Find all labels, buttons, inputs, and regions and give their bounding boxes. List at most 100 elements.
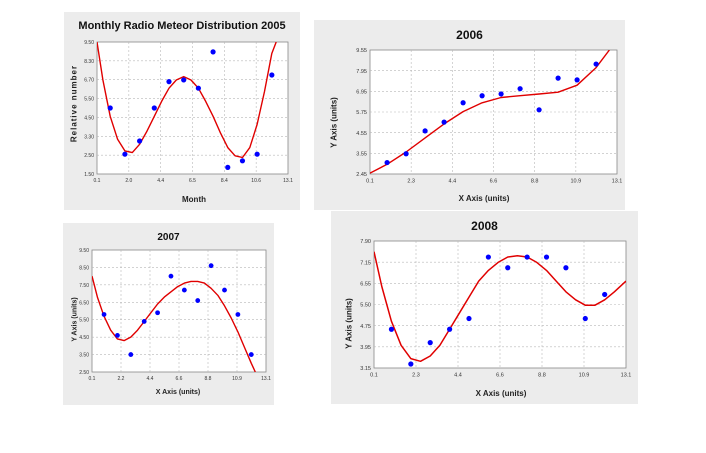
- data-point: [225, 164, 231, 170]
- chart-2008: 0.1 2.3 4.4 6.6 8.8 10.9 13.1 7.90 7.15 6.55 5.50 4…: [360, 239, 632, 379]
- x-tick-label: 2.0: [125, 178, 132, 184]
- data-point: [151, 105, 157, 111]
- x-tick-label: 4.4: [157, 178, 164, 184]
- x-tick-label: 10.9: [579, 373, 590, 379]
- x-tick-label: 6.6: [176, 376, 183, 382]
- chart-2006: 0.1 2.3 4.4 6.6 8.8 10.9 13.1 9.55 7.95 6.95 5.75 4…: [356, 48, 623, 185]
- y-tick-label: 9.55: [356, 48, 367, 54]
- data-point: [427, 340, 433, 346]
- x-axis-label: X Axis (units): [458, 194, 510, 203]
- x-tick-label: 2.3: [407, 179, 415, 185]
- data-point: [128, 352, 134, 357]
- x-tick-label: 0.1: [366, 179, 374, 185]
- data-point: [210, 49, 216, 55]
- y-axis-label: Relative number: [69, 64, 79, 143]
- fit-curve: [370, 50, 610, 174]
- data-point: [441, 119, 447, 125]
- data-point: [141, 319, 147, 324]
- data-point: [460, 100, 466, 106]
- y-tick-label: 6.95: [356, 90, 367, 96]
- y-tick-label: 4.75: [360, 324, 371, 330]
- data-point: [137, 138, 143, 144]
- data-point: [208, 263, 214, 269]
- data-point: [195, 298, 201, 303]
- y-tick-label: 3.55: [356, 152, 367, 158]
- x-axis-label: X Axis (units): [475, 389, 527, 398]
- chart-2005: 0.1 2.0 4.4 6.5 8.4 10.6 13.1 9.50 8.30 6.70 5.50 4…: [84, 40, 293, 184]
- data-point: [555, 75, 561, 81]
- x-axis-label: X Axis (units): [155, 389, 201, 396]
- data-point: [447, 326, 453, 332]
- y-tick-label: 5.50: [79, 318, 89, 324]
- data-point: [168, 273, 174, 279]
- fit-curve: [374, 251, 626, 363]
- y-tick-label: 9.50: [84, 40, 94, 46]
- data-point: [254, 151, 260, 157]
- data-point: [269, 72, 275, 78]
- x-tick-label: 10.9: [570, 179, 581, 185]
- y-tick-label: 8.50: [79, 265, 89, 271]
- y-tick-label: 2.45: [356, 172, 367, 178]
- data-point: [122, 151, 128, 157]
- y-tick-label: 5.75: [356, 110, 367, 116]
- data-point: [498, 91, 504, 97]
- x-tick-label: 6.6: [490, 179, 498, 185]
- chart-panel-2005: Monthly Radio Meteor Distribution 2005 0…: [64, 12, 300, 210]
- data-point: [101, 312, 107, 317]
- x-tick-label: 10.9: [232, 376, 242, 382]
- chart-panel-2008: 2008 0.1 2.3 4.4 6.6 8.8 10.9 13.1 7.90 7.15 6.55…: [331, 211, 638, 404]
- x-tick-label: 13.1: [621, 373, 632, 379]
- y-tick-label: 2.50: [79, 370, 89, 376]
- x-tick-label: 0.1: [89, 376, 96, 382]
- data-point: [235, 312, 241, 317]
- y-tick-label: 8.30: [84, 59, 94, 65]
- data-point: [222, 287, 227, 293]
- y-tick-label: 1.50: [84, 172, 94, 178]
- data-point: [593, 61, 599, 67]
- data-point: [248, 352, 254, 357]
- data-point: [479, 93, 485, 99]
- data-point: [422, 128, 428, 134]
- y-tick-label: 3.30: [84, 134, 94, 140]
- data-point: [107, 105, 113, 111]
- y-tick-label: 7.15: [360, 260, 371, 266]
- data-point: [384, 159, 390, 166]
- y-tick-label: 7.90: [360, 239, 371, 245]
- y-tick-label: 6.50: [79, 300, 89, 306]
- y-tick-label: 7.95: [356, 69, 367, 75]
- data-point: [602, 291, 608, 298]
- x-tick-label: 4.4: [454, 373, 462, 379]
- data-point: [181, 77, 187, 83]
- data-point: [582, 315, 588, 322]
- y-tick-label: 6.55: [360, 282, 371, 288]
- x-tick-label: 2.3: [412, 373, 420, 379]
- y-tick-label: 9.50: [79, 248, 89, 254]
- x-tick-label: 8.8: [531, 179, 539, 185]
- y-tick-label: 4.55: [356, 131, 367, 137]
- data-point: [115, 333, 120, 338]
- x-tick-label: 8.4: [221, 178, 228, 184]
- chart-title: 2008: [471, 219, 498, 233]
- x-tick-label: 4.4: [449, 179, 457, 185]
- x-tick-label: 6.5: [189, 178, 196, 184]
- data-point: [536, 107, 542, 113]
- x-tick-label: 0.1: [94, 178, 101, 184]
- data-point: [403, 151, 409, 157]
- fit-curve: [92, 275, 256, 372]
- y-tick-label: 5.50: [84, 97, 94, 103]
- x-tick-label: 13.1: [261, 376, 271, 382]
- x-tick-label: 13.1: [612, 179, 623, 185]
- data-point: [543, 254, 550, 260]
- x-tick-label: 8.8: [538, 373, 546, 379]
- data-point: [517, 86, 523, 92]
- y-axis-label: Y Axis (units): [71, 297, 79, 342]
- data-point: [574, 77, 580, 83]
- data-point: [505, 265, 511, 271]
- y-axis-label: Y Axis (units): [344, 298, 354, 349]
- x-tick-label: 2.2: [118, 376, 125, 382]
- data-point: [388, 326, 395, 332]
- x-tick-label: 6.6: [496, 373, 504, 379]
- y-tick-label: 4.50: [79, 335, 89, 341]
- data-point: [524, 254, 530, 260]
- y-tick-label: 3.95: [360, 345, 371, 351]
